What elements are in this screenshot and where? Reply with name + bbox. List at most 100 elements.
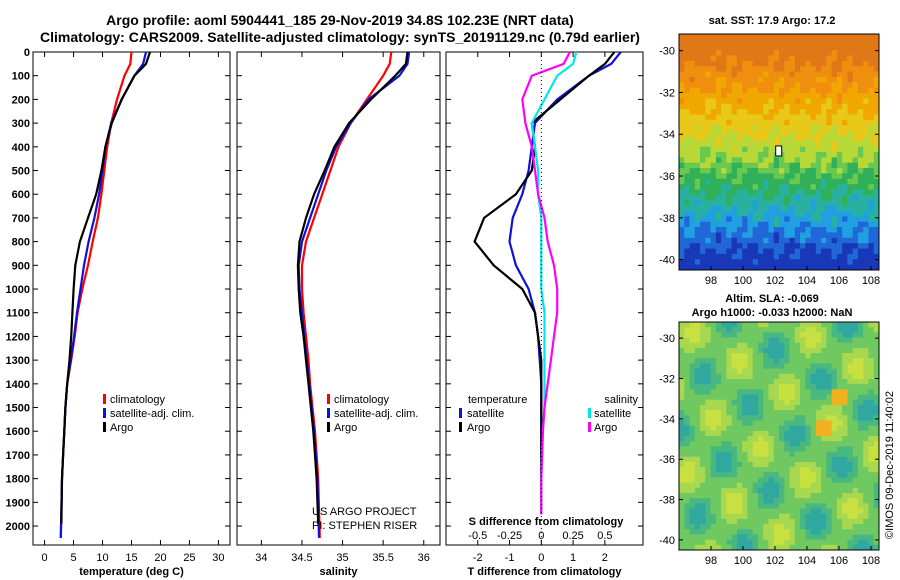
map-cell: [826, 109, 833, 115]
map-cell: [757, 461, 764, 468]
map-cell: [742, 451, 748, 458]
y-tick-label: 1300: [6, 355, 30, 367]
map-cell: [710, 103, 717, 110]
map-cell: [710, 503, 717, 509]
map-cell: [679, 98, 685, 105]
map-cell: [873, 472, 880, 478]
map-cell: [715, 513, 722, 520]
map-cell: [789, 162, 796, 169]
map-cell: [700, 404, 706, 411]
map-cell: [721, 141, 727, 148]
map-cell: [684, 456, 690, 463]
map-cell: [689, 135, 696, 142]
map-cell: [805, 243, 811, 249]
map-cell: [821, 394, 827, 401]
map-cell: [805, 87, 811, 94]
map-cell: [863, 337, 869, 344]
map-cell: [710, 420, 717, 427]
map-cell: [857, 152, 864, 158]
map-cell: [710, 529, 717, 535]
map-cell: [794, 368, 801, 375]
map-cell: [715, 253, 722, 260]
map-cell: [810, 534, 817, 541]
map-cell: [694, 178, 701, 185]
map-cell: [747, 205, 754, 212]
map-cell: [857, 216, 864, 223]
map-cell: [747, 109, 754, 115]
map-cell: [689, 467, 696, 473]
map-cell: [694, 384, 701, 390]
map-cell: [763, 93, 769, 99]
map-cell: [726, 243, 733, 249]
map-cell: [836, 410, 843, 416]
map-cell: [757, 125, 764, 131]
map-cell: [726, 141, 733, 148]
map-cell: [836, 130, 843, 137]
map-cell: [821, 221, 827, 228]
x-tick-label: 34.5: [291, 552, 312, 564]
map-cell: [694, 76, 701, 83]
map-cell: [857, 534, 864, 541]
map-cell: [752, 436, 759, 442]
map-cell: [684, 379, 690, 385]
map-cell: [742, 508, 748, 515]
map-cell: [757, 141, 764, 148]
map-cell: [773, 353, 780, 359]
map-cell: [847, 467, 854, 473]
legend-swatch: [103, 408, 106, 418]
map-cell: [821, 141, 827, 148]
map-cell: [763, 477, 769, 484]
map-cell: [752, 529, 759, 535]
argo-position-marker: [775, 145, 783, 157]
map-cell: [779, 446, 785, 452]
map-cell: [863, 534, 869, 541]
map-cell: [826, 358, 833, 364]
map-cell: [873, 232, 880, 239]
map-cell: [736, 221, 743, 228]
map-cell: [800, 221, 806, 228]
map-cell: [868, 178, 875, 185]
map-cell: [768, 477, 775, 484]
map-cell: [742, 221, 748, 228]
map-cell: [873, 93, 880, 99]
map-cell: [694, 358, 701, 364]
plot-frame: [445, 51, 644, 546]
map-cell: [873, 503, 880, 509]
map-cell: [842, 205, 848, 212]
map-cell: [773, 373, 780, 380]
map-cell: [794, 152, 801, 158]
map-cell: [815, 119, 822, 126]
map-cell: [857, 322, 864, 328]
map-cell: [700, 93, 706, 99]
legend-swatch: [327, 394, 330, 404]
map-cell: [700, 130, 706, 137]
map-cell: [747, 410, 754, 416]
map-cell: [821, 34, 827, 40]
map-cell: [810, 347, 817, 354]
map-cell: [721, 76, 727, 83]
map-cell: [742, 410, 748, 416]
map-cell: [815, 168, 822, 174]
map-cell: [831, 253, 838, 260]
map-cell: [773, 347, 780, 354]
map-cell: [826, 60, 833, 67]
map-cell: [742, 394, 748, 401]
map-cell: [831, 446, 838, 452]
map-cell: [721, 162, 727, 169]
map-cell: [747, 146, 754, 153]
map-cell: [731, 168, 738, 174]
map-cell: [773, 71, 780, 78]
map-cell: [694, 441, 701, 447]
map-cell: [752, 178, 759, 185]
map-cell: [868, 168, 875, 174]
map-cell: [800, 482, 806, 489]
map-cell: [679, 342, 685, 349]
map-cell: [800, 141, 806, 148]
map-cell: [752, 259, 759, 266]
map-cell: [784, 125, 790, 131]
map-cell: [694, 404, 701, 411]
y-tick-label: 600: [12, 189, 30, 201]
map-cell: [789, 353, 796, 359]
map-cell: [763, 152, 769, 158]
map-cell: [679, 237, 685, 244]
